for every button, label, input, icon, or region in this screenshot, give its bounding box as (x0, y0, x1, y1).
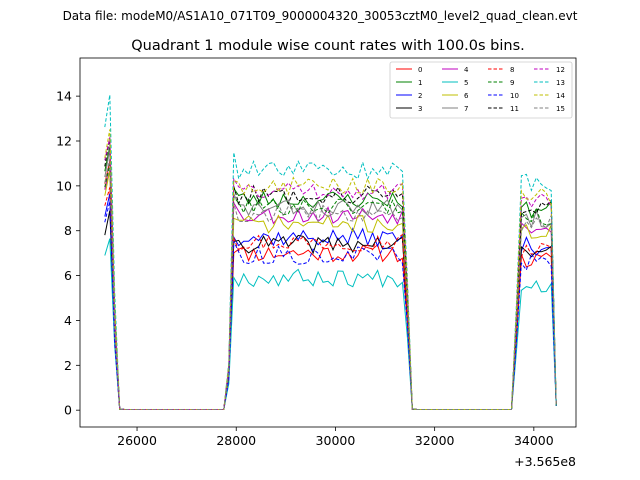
axes-frame (79, 57, 577, 428)
legend-label-2: 2 (418, 92, 422, 100)
y-tick-label: 2 (64, 358, 72, 373)
x-axis-offset-label: +3.565e8 (514, 454, 576, 469)
legend-label-12: 12 (556, 66, 565, 74)
y-axis: 0 2 4 6 8 10 12 14 (56, 89, 80, 418)
legend-label-11: 11 (510, 105, 519, 113)
legend-label-5: 5 (464, 79, 468, 87)
y-tick-label: 6 (64, 268, 72, 283)
y-tick-label: 0 (64, 403, 72, 418)
y-tick-label: 12 (56, 133, 72, 148)
legend-label-4: 4 (464, 66, 469, 74)
x-axis: 26000 28000 30000 32000 34000 (117, 427, 554, 448)
figure-suptitle: Data file: modeM0/AS1A10_071T09_90000043… (63, 9, 578, 23)
legend-label-15: 15 (556, 105, 565, 113)
legend-label-7: 7 (464, 105, 468, 113)
series-line-15 (104, 158, 557, 410)
plot-area (79, 57, 577, 428)
y-tick-label: 8 (64, 223, 72, 238)
x-tick-label: 30000 (316, 433, 356, 448)
x-tick-label: 26000 (117, 433, 157, 448)
legend-label-9: 9 (510, 79, 514, 87)
legend-label-8: 8 (510, 66, 514, 74)
series-line-8 (104, 187, 557, 410)
series-layer (104, 94, 557, 410)
series-line-14 (104, 129, 557, 410)
legend-box (389, 61, 573, 119)
legend-label-6: 6 (464, 92, 469, 100)
legend-label-10: 10 (510, 92, 519, 100)
chart-title: Quadrant 1 module wise count rates with … (131, 38, 525, 54)
legend-label-14: 14 (556, 92, 565, 100)
y-tick-label: 10 (56, 178, 72, 193)
y-tick-label: 14 (56, 89, 72, 104)
legend-label-1: 1 (418, 79, 422, 87)
x-tick-label: 28000 (216, 433, 256, 448)
y-tick-label: 4 (64, 313, 72, 328)
x-tick-label: 32000 (415, 433, 455, 448)
legend-label-3: 3 (418, 105, 422, 113)
legend-label-13: 13 (556, 79, 565, 87)
series-line-12 (104, 137, 557, 410)
legend-label-0: 0 (418, 66, 422, 74)
x-tick-label: 34000 (514, 433, 554, 448)
